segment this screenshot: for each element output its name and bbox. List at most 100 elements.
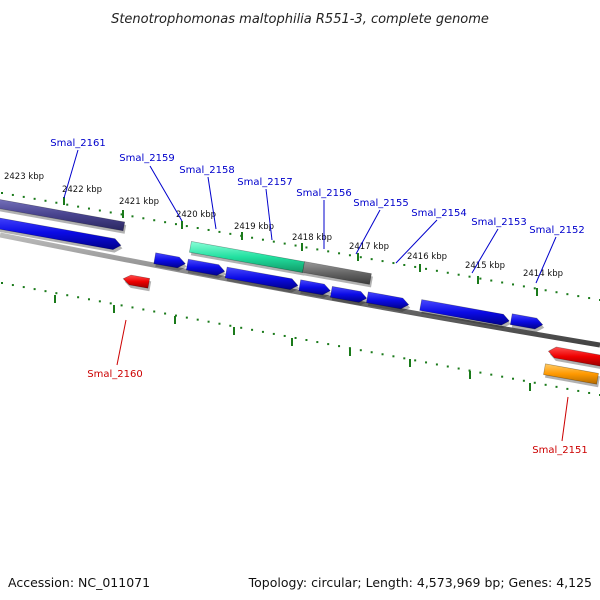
tick-dot-lower [229, 324, 232, 327]
leader-line [471, 228, 499, 274]
tick-label: 2423 kbp [4, 172, 44, 182]
gene-arrow-smal-2154 [366, 291, 410, 310]
tick-dot-upper [164, 221, 167, 224]
tick-dot-lower [66, 294, 69, 297]
tick-dot-upper [414, 265, 417, 268]
leader-line [535, 236, 557, 284]
tick-dot-upper [588, 297, 591, 300]
tick-label: 2420 kbp [176, 210, 216, 220]
tick-dot-upper [196, 227, 199, 230]
leader-line [207, 176, 217, 230]
tick-dot-lower [327, 343, 330, 346]
accession-text: Accession: NC_011071 [8, 575, 150, 590]
tick-dot-upper [555, 291, 558, 294]
gene-arrow-smal-2159 [153, 252, 186, 269]
tick-dot-upper [316, 248, 319, 251]
tick-dot-upper [207, 228, 210, 231]
gene-label: Smal_2152 [529, 225, 584, 236]
leader-line [116, 319, 127, 366]
tick-dot-lower [272, 332, 275, 335]
feature-block-orange [543, 363, 599, 385]
tick-dot-lower [11, 284, 14, 287]
tick-dot-upper [370, 258, 373, 261]
gene-arrow-smal-2161 [0, 217, 122, 250]
tick-dot-lower [283, 334, 286, 337]
tick-dot-upper [87, 207, 90, 210]
gene-arrow-smal-2152 [509, 313, 544, 330]
tick-dot-upper [435, 269, 438, 272]
tick-dot-lower [174, 314, 177, 317]
tick-dot-lower [87, 298, 90, 301]
tick-dot-upper [457, 273, 460, 276]
tick-dot-lower [44, 290, 47, 293]
gene-label: Smal_2156 [296, 188, 351, 199]
leader-line [395, 219, 438, 264]
leader-line [63, 149, 79, 199]
tick-dot-upper [98, 209, 101, 212]
tick-ring: 2423 kbp 2422 kbp 2421 kbp 2420 kbp 2419 kbp… [1, 172, 600, 396]
tick-dot-lower [261, 330, 264, 333]
tick-dot-upper [44, 199, 47, 202]
tick-dot-lower [403, 357, 406, 360]
tick-dot-upper [55, 201, 58, 204]
tick-dot-lower [468, 369, 471, 372]
tick-dot-upper [468, 275, 471, 278]
tick-dot-lower [338, 345, 341, 348]
tick-dot-lower [381, 353, 384, 356]
tick-dot-upper [120, 213, 123, 216]
tick-dot-upper [425, 267, 428, 270]
tick-dot-upper [131, 215, 134, 218]
tick-dot-upper [142, 217, 145, 220]
tick-dot-lower [196, 318, 199, 321]
tick-dot-lower [533, 381, 536, 384]
tick-dot-upper [261, 238, 264, 241]
tick-dot-lower [207, 320, 210, 323]
tick-dot-upper [522, 285, 525, 288]
gene-label: Smal_2157 [237, 177, 292, 188]
tick-dot-lower [240, 326, 243, 329]
tick-dot-lower [98, 300, 101, 303]
genome-summary-text: Topology: circular; Length: 4,573,969 bp… [248, 575, 592, 590]
tick-dot-upper [566, 293, 569, 296]
feature-block-teal [189, 241, 305, 273]
tick-dot-upper [11, 193, 14, 196]
tick-dot-lower [392, 355, 395, 358]
tick-dot-lower [577, 389, 580, 392]
tick-dot-lower [544, 383, 547, 386]
tick-label: 2422 kbp [62, 185, 102, 195]
tick-dot-lower [218, 322, 221, 325]
feature-block-gray [302, 261, 372, 285]
tick-dot-lower [251, 328, 254, 331]
tick-dot-lower [185, 316, 188, 319]
tick-dot-lower [131, 306, 134, 309]
gene-arrow-smal-2151-red [547, 346, 600, 367]
tick-dot-lower [425, 361, 428, 364]
tick-label: 2415 kbp [465, 261, 505, 271]
leader-line [561, 396, 569, 442]
tick-dot-upper [33, 197, 36, 200]
tick-dot-lower [294, 336, 297, 339]
genome-backbone [0, 232, 600, 348]
tick-dot-lower [22, 286, 25, 289]
tick-dot-upper [109, 211, 112, 214]
tick-dot-lower [120, 304, 123, 307]
map-title: Stenotrophomonas maltophilia R551-3, com… [111, 12, 489, 27]
tick-dot-lower [33, 288, 36, 291]
tick-label: 2419 kbp [234, 222, 274, 232]
tick-dot-upper [153, 219, 156, 222]
tick-dot-lower [414, 359, 417, 362]
tick-dot-upper [22, 195, 25, 198]
tick-dot-upper [403, 263, 406, 266]
leader-line [149, 165, 183, 222]
tick-dot-lower [77, 296, 80, 299]
tick-dot-upper [66, 203, 69, 206]
tick-dot-upper [348, 254, 351, 257]
tick-dot-lower [566, 387, 569, 390]
tick-dot-upper [229, 232, 232, 235]
gene-arrow-smal-2153 [419, 299, 510, 326]
tick-dot-upper [533, 287, 536, 290]
tick-dot-lower [164, 312, 167, 315]
tick-dot-upper [294, 244, 297, 247]
tick-dot-upper [577, 295, 580, 298]
